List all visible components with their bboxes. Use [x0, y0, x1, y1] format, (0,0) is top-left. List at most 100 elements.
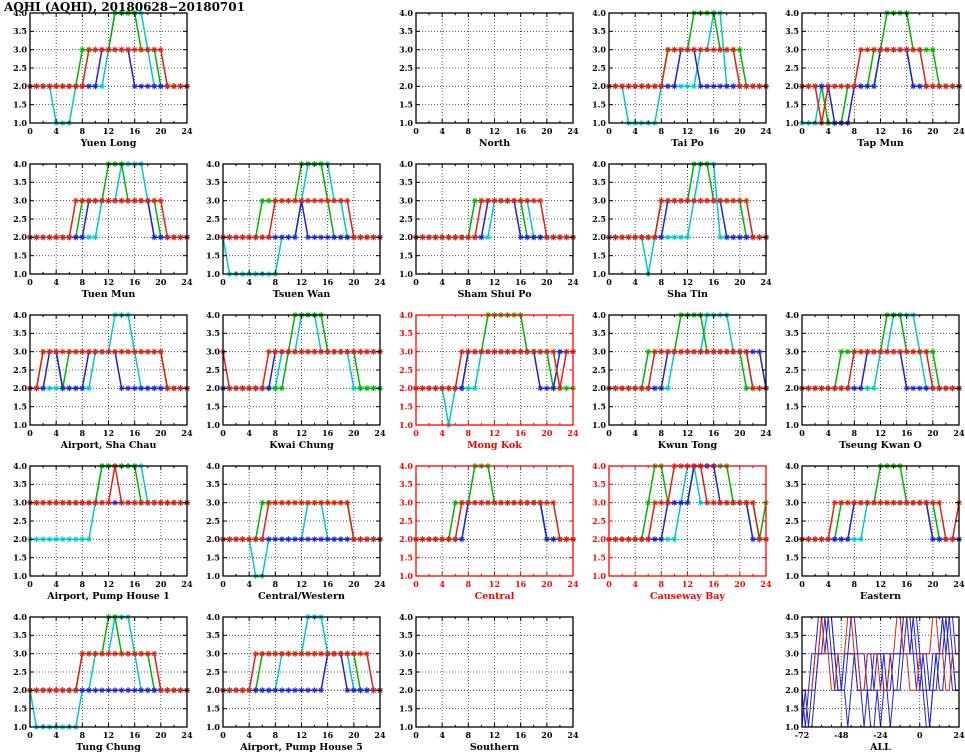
- x-tick-label: -48: [834, 730, 849, 740]
- x-tick-label: 24: [181, 579, 193, 589]
- y-tick-label: 1.5: [399, 552, 413, 562]
- x-tick-label: 8: [852, 126, 858, 136]
- y-tick-label: 1.5: [13, 703, 27, 713]
- x-tick-label: 0: [413, 579, 419, 589]
- y-tick-label: 3.0: [592, 44, 606, 54]
- x-tick-label: 12: [682, 277, 693, 287]
- x-tick-label: 20: [348, 277, 360, 287]
- chart-airport_pump_house_1: 1.0 1.5 2.0 2.5 3.0 3.5 4.0 0 4 8 12 16 20 24 Airport,…: [13, 461, 193, 602]
- station-title: ALL: [869, 742, 891, 753]
- x-tick-label: 0: [413, 730, 419, 740]
- x-tick-label: 0: [220, 277, 226, 287]
- y-tick-label: 1.0: [592, 269, 606, 279]
- x-tick-label: 24: [181, 428, 193, 438]
- y-tick-label: 1.0: [206, 571, 220, 581]
- station-title: Central: [475, 591, 515, 602]
- x-tick-label: 12: [489, 126, 500, 136]
- y-tick-label: 2.5: [13, 63, 27, 73]
- station-cell-yuen_long: 1.0 1.5 2.0 2.5 3.0 3.5 4.0 0 4 8 12 16 20 24 Yuen Lon…: [0, 0, 193, 151]
- y-tick-label: 1.0: [785, 571, 799, 581]
- x-tick-label: 4: [825, 126, 831, 136]
- x-tick-label: 16: [129, 126, 141, 136]
- y-tick-label: 4.0: [399, 8, 413, 18]
- x-tick-label: 20: [927, 428, 939, 438]
- x-tick-label: 24: [181, 730, 193, 740]
- x-tick-label: 4: [632, 126, 638, 136]
- x-tick-label: 24: [374, 730, 386, 740]
- station-title: Causeway Bay: [650, 591, 725, 602]
- x-tick-label: 8: [80, 126, 86, 136]
- x-tick-label: 4: [825, 428, 831, 438]
- x-tick-label: 4: [439, 126, 445, 136]
- x-tick-label: 24: [374, 428, 386, 438]
- y-tick-label: 3.0: [785, 497, 799, 507]
- x-tick-label: 4: [53, 277, 59, 287]
- x-tick-label: 8: [466, 730, 472, 740]
- x-tick-label: 12: [489, 277, 500, 287]
- x-tick-label: 24: [567, 579, 579, 589]
- x-tick-label: 20: [734, 277, 746, 287]
- x-tick-label: 24: [374, 277, 386, 287]
- x-tick-label: 0: [220, 730, 226, 740]
- y-tick-label: 3.5: [592, 26, 606, 36]
- y-tick-label: 1.5: [206, 552, 220, 562]
- x-tick-label: 20: [155, 579, 167, 589]
- x-tick-label: 4: [246, 730, 252, 740]
- y-tick-label: 1.0: [13, 269, 27, 279]
- x-tick-label: 0: [917, 730, 923, 740]
- y-tick-label: 1.5: [592, 552, 606, 562]
- x-tick-label: 16: [129, 730, 141, 740]
- y-tick-label: 3.0: [206, 648, 220, 658]
- y-tick-label: 1.5: [592, 250, 606, 260]
- y-tick-label: 2.0: [785, 534, 799, 544]
- x-tick-label: 20: [348, 428, 360, 438]
- x-tick-label: 12: [103, 730, 114, 740]
- y-tick-label: 2.0: [13, 81, 27, 91]
- y-tick-label: 4.0: [785, 310, 799, 320]
- y-tick-label: 4.0: [785, 612, 799, 622]
- y-tick-label: 2.0: [592, 232, 606, 242]
- y-tick-label: 2.5: [13, 516, 27, 526]
- y-tick-label: 2.0: [785, 383, 799, 393]
- station-title: Sha Tin: [667, 289, 708, 300]
- y-tick-label: 1.0: [785, 722, 799, 732]
- station-title: Mong Kok: [467, 440, 522, 451]
- station-title: Tseung Kwan O: [839, 440, 921, 451]
- x-tick-label: 16: [901, 428, 913, 438]
- y-tick-label: 1.0: [13, 571, 27, 581]
- station-title: Airport, Sha Chau: [60, 440, 157, 451]
- x-tick-label: 8: [80, 428, 86, 438]
- y-tick-label: 3.0: [785, 346, 799, 356]
- x-tick-label: 8: [659, 126, 665, 136]
- x-tick-label: 4: [439, 579, 445, 589]
- x-tick-label: 20: [155, 126, 167, 136]
- y-tick-label: 3.0: [206, 497, 220, 507]
- x-tick-label: 0: [606, 277, 612, 287]
- y-tick-label: 3.5: [399, 177, 413, 187]
- y-tick-label: 3.5: [785, 630, 799, 640]
- y-tick-label: 4.0: [592, 159, 606, 169]
- y-tick-label: 1.5: [13, 552, 27, 562]
- y-tick-label: 2.0: [785, 685, 799, 695]
- station-cell-kwun_tong: 1.0 1.5 2.0 2.5 3.0 3.5 4.0 0 4 8 12 16 20 24 Kwun Ton…: [579, 302, 772, 453]
- x-tick-label: 8: [852, 428, 858, 438]
- y-tick-label: 1.5: [785, 401, 799, 411]
- x-tick-label: 0: [606, 126, 612, 136]
- y-tick-label: 2.5: [785, 516, 799, 526]
- chart-sha_tin: 1.0 1.5 2.0 2.5 3.0 3.5 4.0 0 4 8 12 16 20 24 Sha Tin: [592, 159, 772, 300]
- x-tick-label: 24: [953, 126, 965, 136]
- y-tick-label: 3.5: [399, 26, 413, 36]
- x-tick-label: 8: [273, 428, 279, 438]
- chart-southern: 1.0 1.5 2.0 2.5 3.0 3.5 4.0 0 4 8 12 16 20 24 Southern: [399, 612, 579, 753]
- y-tick-label: 2.0: [592, 383, 606, 393]
- y-tick-label: 3.0: [785, 44, 799, 54]
- x-tick-label: 0: [606, 428, 612, 438]
- y-tick-label: 3.5: [592, 328, 606, 338]
- station-title: Kwai Chung: [269, 440, 334, 451]
- y-tick-label: 4.0: [399, 461, 413, 471]
- y-tick-label: 2.0: [785, 81, 799, 91]
- y-tick-label: 2.0: [206, 232, 220, 242]
- station-title: Airport, Pump House 1: [46, 591, 170, 602]
- station-cell-tap_mun: 1.0 1.5 2.0 2.5 3.0 3.5 4.0 0 4 8 12 16 20 24 Tap Mun: [772, 0, 965, 151]
- y-tick-label: 4.0: [13, 310, 27, 320]
